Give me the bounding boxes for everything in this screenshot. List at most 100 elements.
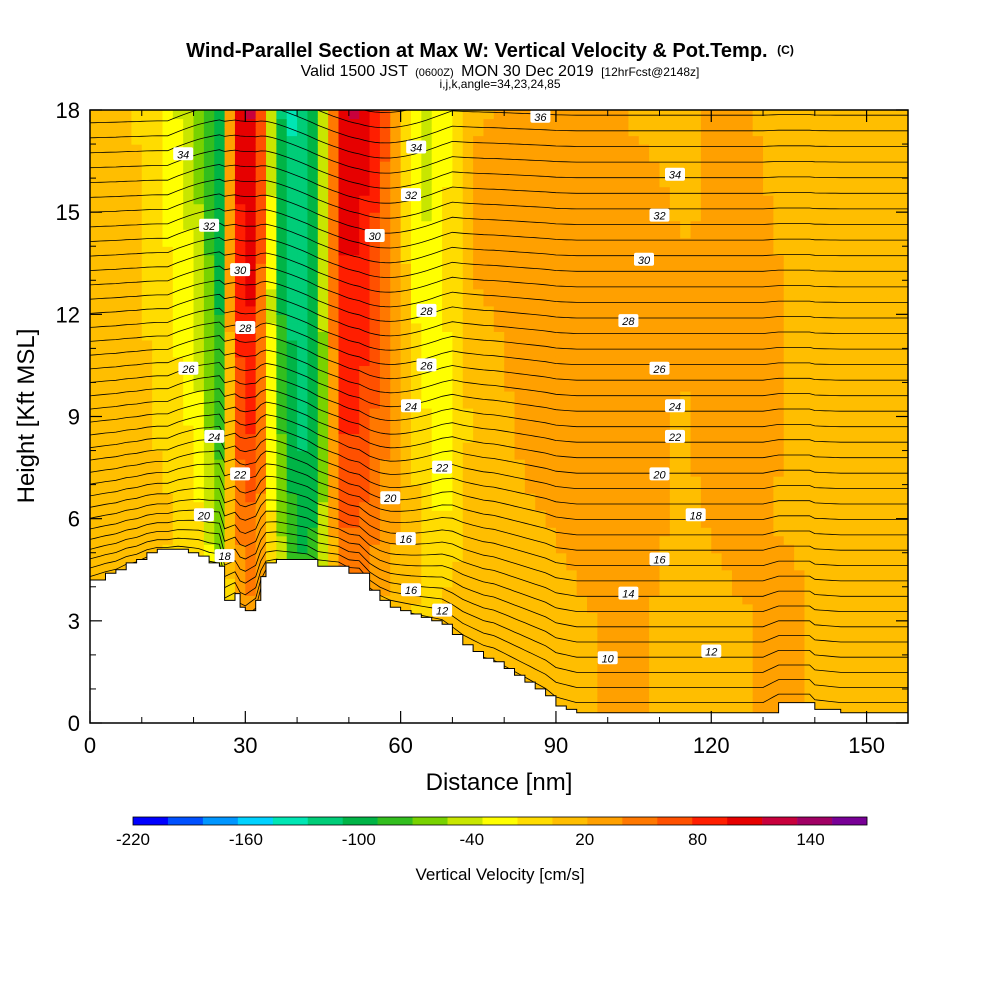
velocity-cell: [587, 220, 598, 230]
velocity-cell: [763, 510, 774, 520]
velocity-cell: [286, 280, 298, 290]
velocity-cell: [203, 476, 215, 486]
velocity-cell: [442, 493, 453, 503]
velocity-cell: [462, 322, 474, 332]
velocity-cell: [100, 195, 112, 205]
velocity-cell: [276, 552, 288, 562]
velocity-cell: [131, 467, 143, 477]
velocity-cell: [410, 127, 422, 137]
velocity-cell: [307, 416, 319, 426]
velocity-cell: [649, 442, 661, 452]
velocity-cell: [452, 535, 464, 545]
velocity-cell: [90, 135, 101, 145]
velocity-cell: [680, 288, 692, 298]
velocity-cell: [524, 510, 536, 520]
velocity-cell: [410, 425, 422, 435]
velocity-cell: [504, 203, 516, 213]
velocity-cell: [297, 331, 309, 341]
velocity-cell: [731, 229, 743, 239]
velocity-cell: [234, 569, 246, 579]
velocity-cell: [763, 399, 774, 409]
velocity-cell: [410, 331, 422, 341]
velocity-cell: [555, 535, 567, 545]
velocity-cell: [545, 459, 557, 469]
velocity-cell: [752, 493, 764, 503]
velocity-cell: [700, 212, 712, 222]
velocity-cell: [773, 476, 785, 486]
velocity-cell: [700, 459, 712, 469]
velocity-cell: [669, 135, 681, 145]
velocity-cell: [162, 229, 174, 239]
velocity-cell: [131, 552, 143, 562]
velocity-cell: [214, 297, 226, 307]
velocity-cell: [452, 544, 464, 554]
velocity-cell: [514, 637, 526, 647]
velocity-cell: [245, 425, 257, 435]
velocity-cell: [649, 135, 661, 145]
velocity-cell: [348, 331, 360, 341]
velocity-cell: [183, 186, 195, 196]
velocity-cell: [618, 663, 630, 673]
velocity-cell: [473, 169, 485, 179]
velocity-cell: [783, 297, 795, 307]
velocity-cell: [690, 288, 702, 298]
velocity-cell: [576, 161, 588, 171]
velocity-cell: [307, 297, 319, 307]
velocity-cell: [307, 467, 319, 477]
velocity-cell: [524, 314, 536, 324]
velocity-cell: [680, 510, 692, 520]
velocity-cell: [193, 220, 205, 230]
velocity-cell: [649, 680, 661, 690]
velocity-cell: [711, 339, 723, 349]
velocity-cell: [773, 195, 785, 205]
velocity-cell: [566, 305, 578, 315]
velocity-cell: [297, 280, 309, 290]
velocity-cell: [597, 195, 609, 205]
velocity-cell: [110, 152, 122, 162]
velocity-cell: [359, 110, 371, 120]
velocity-cell: [607, 552, 619, 562]
velocity-cell: [514, 603, 526, 613]
velocity-cell: [535, 373, 547, 384]
velocity-cell: [721, 169, 733, 179]
velocity-cell: [555, 169, 567, 179]
velocity-cell: [203, 518, 215, 528]
velocity-cell: [203, 416, 215, 426]
velocity-cell: [742, 127, 754, 137]
velocity-cell: [90, 416, 101, 426]
velocity-cell: [266, 373, 277, 384]
velocity-cell: [390, 186, 402, 196]
velocity-cell: [400, 331, 412, 341]
velocity-cell: [338, 331, 350, 341]
velocity-cell: [369, 246, 381, 256]
velocity-cell: [628, 527, 640, 537]
velocity-cell: [721, 144, 733, 154]
velocity-cell: [763, 425, 774, 435]
velocity-cell: [680, 637, 692, 647]
velocity-cell: [535, 595, 547, 605]
velocity-cell: [121, 331, 133, 341]
velocity-cell: [731, 348, 743, 358]
velocity-cell: [794, 348, 806, 358]
velocity-cell: [504, 339, 516, 349]
velocity-cell: [286, 382, 298, 392]
velocity-cell: [700, 663, 712, 673]
velocity-cell: [152, 339, 164, 349]
velocity-cell: [266, 186, 277, 196]
velocity-cell: [597, 544, 609, 554]
velocity-cell: [193, 390, 205, 401]
velocity-cell: [535, 152, 547, 162]
velocity-cell: [214, 501, 226, 511]
velocity-cell: [390, 407, 402, 418]
velocity-cell: [152, 390, 164, 401]
velocity-cell: [483, 331, 495, 341]
velocity-cell: [193, 467, 205, 477]
velocity-cell: [628, 195, 640, 205]
velocity-cell: [245, 442, 257, 452]
velocity-cell: [566, 569, 578, 579]
velocity-cell: [214, 356, 226, 367]
velocity-cell: [328, 535, 340, 545]
velocity-cell: [276, 254, 288, 264]
velocity-cell: [618, 416, 630, 426]
velocity-cell: [131, 501, 143, 511]
